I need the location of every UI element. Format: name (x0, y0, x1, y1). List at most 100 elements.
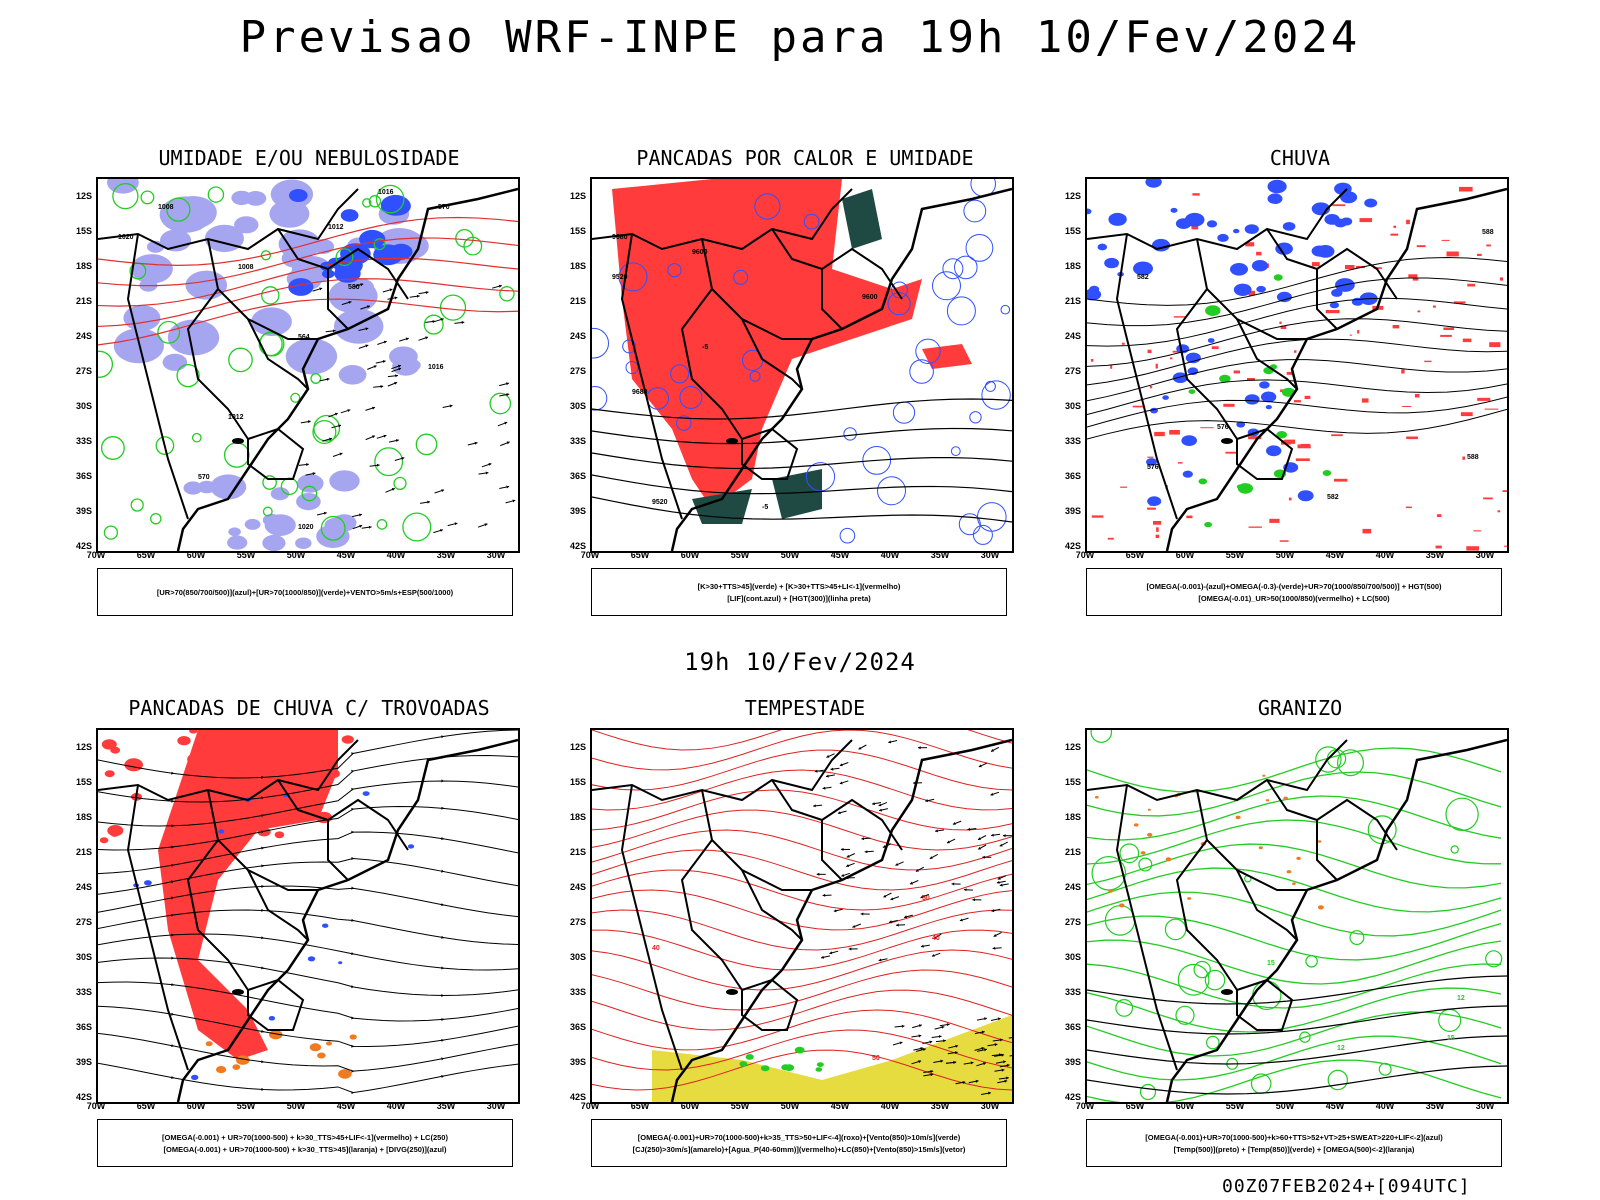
wind-vector (368, 525, 372, 529)
wind-vector (365, 327, 369, 331)
country-border (1316, 820, 1338, 881)
rain-red-area (1120, 486, 1128, 488)
lon-tick-label: 70W (580, 550, 600, 560)
wind-vector (841, 873, 845, 877)
rain-red-area (1247, 378, 1255, 381)
humidity-green-contour (439, 294, 467, 321)
wind850-green-area (739, 1061, 748, 1067)
lif-blue-contour (754, 193, 781, 220)
humidity-green-contour (155, 436, 175, 455)
contour-label: 12 (1457, 995, 1465, 1002)
streamline-red (592, 789, 1012, 831)
lat-tick-label: 18S (75, 812, 92, 822)
humidity-green-contour (103, 525, 119, 540)
legend-line: [CJ(250)>30m/s](amarelo)+[Agua_P(40-60mm… (632, 1144, 966, 1154)
wind-vector (929, 856, 933, 859)
country-border (741, 318, 803, 390)
humidity-green-contour (150, 512, 162, 525)
map-panel-tempestade[interactable]: 40 50 40 50 (590, 728, 1014, 1104)
map-panel-granizo[interactable]: 15 12 15 12 (1085, 728, 1509, 1104)
instability-green-area (842, 189, 882, 249)
rain-red-area (1462, 338, 1472, 343)
streamline-arrow (441, 994, 444, 998)
lat-tick-label: 36S (1064, 471, 1081, 481)
lon-tick-label: 65W (136, 1101, 156, 1111)
wind-vector (373, 365, 377, 369)
wind-vector (359, 524, 363, 528)
rain-blue-area (1236, 421, 1246, 428)
map-panel-pancadas-calor[interactable]: 9680 9600 9520 -5 9680 9600 9520 -5 (590, 177, 1014, 553)
rain-red-area (1248, 436, 1262, 440)
lon-tick-label: 50W (286, 1101, 306, 1111)
rain-green-area (1322, 470, 1332, 476)
rain-blue-area (1170, 207, 1178, 213)
wind-vector (395, 374, 398, 378)
temp850-contour (1087, 963, 1502, 1009)
lat-tick-label: 18S (1064, 261, 1081, 271)
streamline-red (592, 849, 1012, 891)
lat-tick-label: 33S (1064, 436, 1081, 446)
uruguay-border (247, 427, 305, 480)
legend-line: [LIF](cont.azul) + [HGT(300)](linha pret… (727, 593, 871, 603)
country-border (680, 288, 743, 440)
map-panel-chuva[interactable]: 588 582 576 588 582 576 (1085, 177, 1509, 553)
contour-label: -5 (702, 344, 708, 351)
hgt500-contour (1087, 396, 1507, 428)
legend-umidade: [UR>70(850/700/500)](azul)+[UR>70(1000/8… (97, 568, 513, 616)
map-panel-trovoadas[interactable] (96, 728, 520, 1104)
country-border (1196, 238, 1307, 340)
lat-tick-label: 33S (1064, 987, 1081, 997)
country-border (1175, 288, 1238, 440)
divergence-blue-area (191, 1074, 199, 1080)
humidity-green-contour (301, 485, 318, 502)
rain-blue-area (1311, 245, 1328, 257)
wind-vector (889, 920, 892, 924)
streamline (98, 981, 518, 1022)
streamline-red (592, 969, 1012, 1011)
rain-red-area (1441, 239, 1450, 241)
wind-vector (319, 287, 323, 291)
rain-blue-area (1217, 233, 1229, 242)
streamline-red (592, 1029, 1012, 1071)
humidity-green-contour (98, 350, 114, 378)
streamline (98, 1032, 518, 1072)
lat-tick-label: 24S (569, 331, 586, 341)
lon-tick-label: 35W (1425, 550, 1445, 560)
rain-blue-area (1206, 220, 1218, 228)
rain-blue-area (1233, 228, 1240, 234)
wind-vector (929, 1040, 933, 1044)
rain-green-area (1219, 374, 1231, 383)
lon-tick-label: 35W (930, 1101, 950, 1111)
streamline (98, 780, 518, 827)
rain-red-area (1392, 325, 1400, 329)
rain-green-area (1273, 274, 1283, 281)
rain-blue-area (1182, 470, 1193, 478)
wind-vector (401, 456, 405, 460)
lif-blue-contour (803, 213, 820, 230)
lif-blue-contour (862, 446, 892, 475)
wind-vector (993, 934, 997, 937)
rain-blue-area (1329, 301, 1339, 309)
humidity-green-contour (375, 184, 405, 214)
rain-blue-area (1181, 435, 1197, 446)
lif-blue-contour (984, 380, 996, 392)
omega500-orange-area (1317, 905, 1324, 910)
lon-tick-label: 45W (830, 550, 850, 560)
hgt500-contour (1087, 379, 1507, 416)
wind-vector (440, 529, 443, 532)
contour-label: 582 (1137, 274, 1149, 281)
rain-red-area (1147, 456, 1154, 458)
rain-red-area (1484, 408, 1499, 410)
streamline (98, 1005, 518, 1047)
streamline-red (592, 749, 1012, 791)
rain-red-area (1459, 186, 1473, 192)
humidity-lavender-area (231, 190, 252, 206)
humidity-green-contour (312, 419, 337, 445)
rain-red-area (1443, 327, 1454, 330)
contour-label: 588 (1467, 454, 1479, 461)
wind-vector (1003, 834, 1006, 838)
rain-red-area (1440, 334, 1452, 337)
map-panel-umidade[interactable]: 1008 1016 1012 1020 570 580 564 1008 1016 1012 102… (96, 177, 520, 553)
thunder-red-area (187, 753, 205, 766)
wind-vector (955, 1044, 959, 1048)
